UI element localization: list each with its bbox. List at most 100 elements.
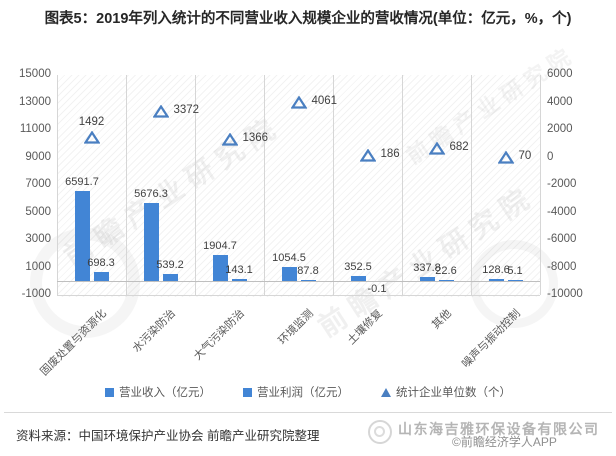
value-label-profit: 87.8 [297, 264, 319, 277]
left-axis-tick: -1000 [21, 288, 51, 300]
bar-revenue [212, 255, 228, 282]
count-triangle-icon [381, 387, 391, 397]
gridline-vertical [540, 75, 541, 295]
left-axis-tick: 1000 [25, 260, 51, 273]
bar-profit [507, 279, 523, 282]
count-marker [151, 104, 170, 123]
gridline-vertical [126, 75, 127, 295]
right-axis-tick: 6000 [547, 68, 573, 80]
legend-item-count: 统计企业单位数（个） [381, 384, 511, 400]
left-axis-tick: 11000 [19, 123, 51, 135]
bar-revenue [419, 276, 435, 282]
count-label: 682 [449, 141, 469, 154]
category-label: 水污染防治 [130, 307, 178, 355]
count-label: 1366 [242, 131, 269, 144]
chart-legend: 营业收入（亿元） 营业利润（亿元） 统计企业单位数（个） [0, 384, 616, 400]
bar-profit [93, 271, 109, 282]
category-label: 其他 [429, 307, 454, 332]
right-axis-tick: -6000 [547, 233, 577, 245]
right-axis-tick: 0 [547, 150, 554, 163]
legend-label-revenue: 营业收入（亿元） [119, 387, 211, 399]
right-axis-tick: -8000 [547, 260, 577, 273]
count-marker [82, 130, 101, 149]
gridline-vertical [57, 75, 58, 295]
value-label-profit: 698.3 [87, 256, 115, 269]
count-marker [358, 148, 377, 167]
left-axis-tick: 3000 [25, 233, 51, 245]
value-label-revenue: 352.5 [344, 261, 372, 274]
count-triangle-marker-icon [82, 130, 101, 144]
legend-item-profit: 营业利润（亿元） [243, 384, 349, 400]
left-axis-tick: 15000 [19, 68, 51, 80]
bar-revenue [488, 279, 504, 282]
chart-title: 图表5：2019年列入统计的不同营业收入规模企业的营收情况(单位：亿元，%，个) [44, 11, 572, 27]
plot-area [57, 75, 540, 297]
footer-divider [4, 412, 612, 413]
left-axis-tick: 5000 [25, 205, 51, 218]
value-label-revenue: 5676.3 [134, 188, 168, 201]
bar-revenue [281, 266, 297, 282]
zero-axis-line [57, 281, 540, 282]
gridline-vertical [471, 75, 472, 295]
count-triangle-marker-icon [427, 141, 446, 155]
count-marker [427, 141, 446, 160]
right-axis-tick: -10000 [547, 288, 583, 300]
count-triangle-marker-icon [220, 132, 239, 146]
legend-label-profit: 营业利润（亿元） [257, 387, 349, 399]
value-label-profit: 143.1 [225, 264, 253, 277]
company-logo-watermark-icon [368, 420, 392, 444]
count-marker [496, 150, 515, 169]
count-label: 1492 [78, 115, 105, 128]
category-label: 噪声与振动控制 [459, 307, 523, 371]
left-axis-tick: 9000 [25, 150, 51, 163]
plot-bottom-line [57, 295, 540, 296]
gridline-vertical [333, 75, 334, 295]
count-label: 4061 [311, 94, 338, 107]
left-axis-tick: 13000 [19, 95, 51, 108]
source-note: 资料来源：中国环境保护产业协会 前瞻产业研究院整理 [16, 429, 320, 443]
value-label-profit: -0.1 [367, 283, 387, 296]
bar-profit [231, 279, 247, 282]
right-axis-tick: -2000 [547, 178, 577, 190]
count-label: 3372 [173, 104, 200, 117]
gridline-vertical [402, 75, 403, 295]
value-label-revenue: 128.6 [482, 264, 510, 277]
category-label: 环境监测 [275, 307, 316, 348]
value-label-revenue: 1904.7 [203, 240, 237, 253]
profit-square-icon [243, 387, 252, 397]
count-triangle-marker-icon [151, 104, 170, 118]
left-axis-tick: 7000 [25, 178, 51, 190]
legend-label-count: 统计企业单位数（个） [396, 387, 511, 399]
count-triangle-marker-icon [358, 148, 377, 162]
count-marker [220, 132, 239, 151]
value-label-revenue: 6591.7 [65, 175, 99, 188]
bar-revenue [74, 190, 90, 282]
gridline-vertical [195, 75, 196, 295]
count-marker [289, 95, 308, 114]
value-label-profit: 539.2 [156, 258, 184, 271]
bar-profit [162, 273, 178, 282]
count-triangle-marker-icon [496, 150, 515, 164]
gridline-vertical [264, 75, 265, 295]
revenue-square-icon [105, 387, 114, 397]
count-label: 70 [518, 149, 532, 162]
value-label-profit: 5.1 [507, 264, 523, 277]
right-axis-tick: -4000 [547, 205, 577, 218]
right-axis-tick: 2000 [547, 123, 573, 135]
copyright-watermark: ©前瞻经济学人APP [452, 435, 557, 449]
category-label: 土壤修复 [344, 307, 385, 348]
count-label: 186 [380, 147, 400, 160]
legend-item-revenue: 营业收入（亿元） [105, 384, 211, 400]
bar-profit [300, 279, 316, 282]
bar-profit [438, 279, 454, 282]
category-label: 大气污染防治 [191, 307, 247, 363]
bar-revenue [350, 276, 366, 282]
right-axis-tick: 4000 [547, 95, 573, 108]
value-label-revenue: 1054.5 [272, 251, 306, 264]
value-label-revenue: 337.8 [413, 261, 441, 274]
count-triangle-marker-icon [289, 95, 308, 109]
category-label: 固废处置与资源化 [37, 307, 109, 379]
bar-revenue [143, 203, 159, 282]
value-label-profit: 22.6 [435, 264, 457, 277]
